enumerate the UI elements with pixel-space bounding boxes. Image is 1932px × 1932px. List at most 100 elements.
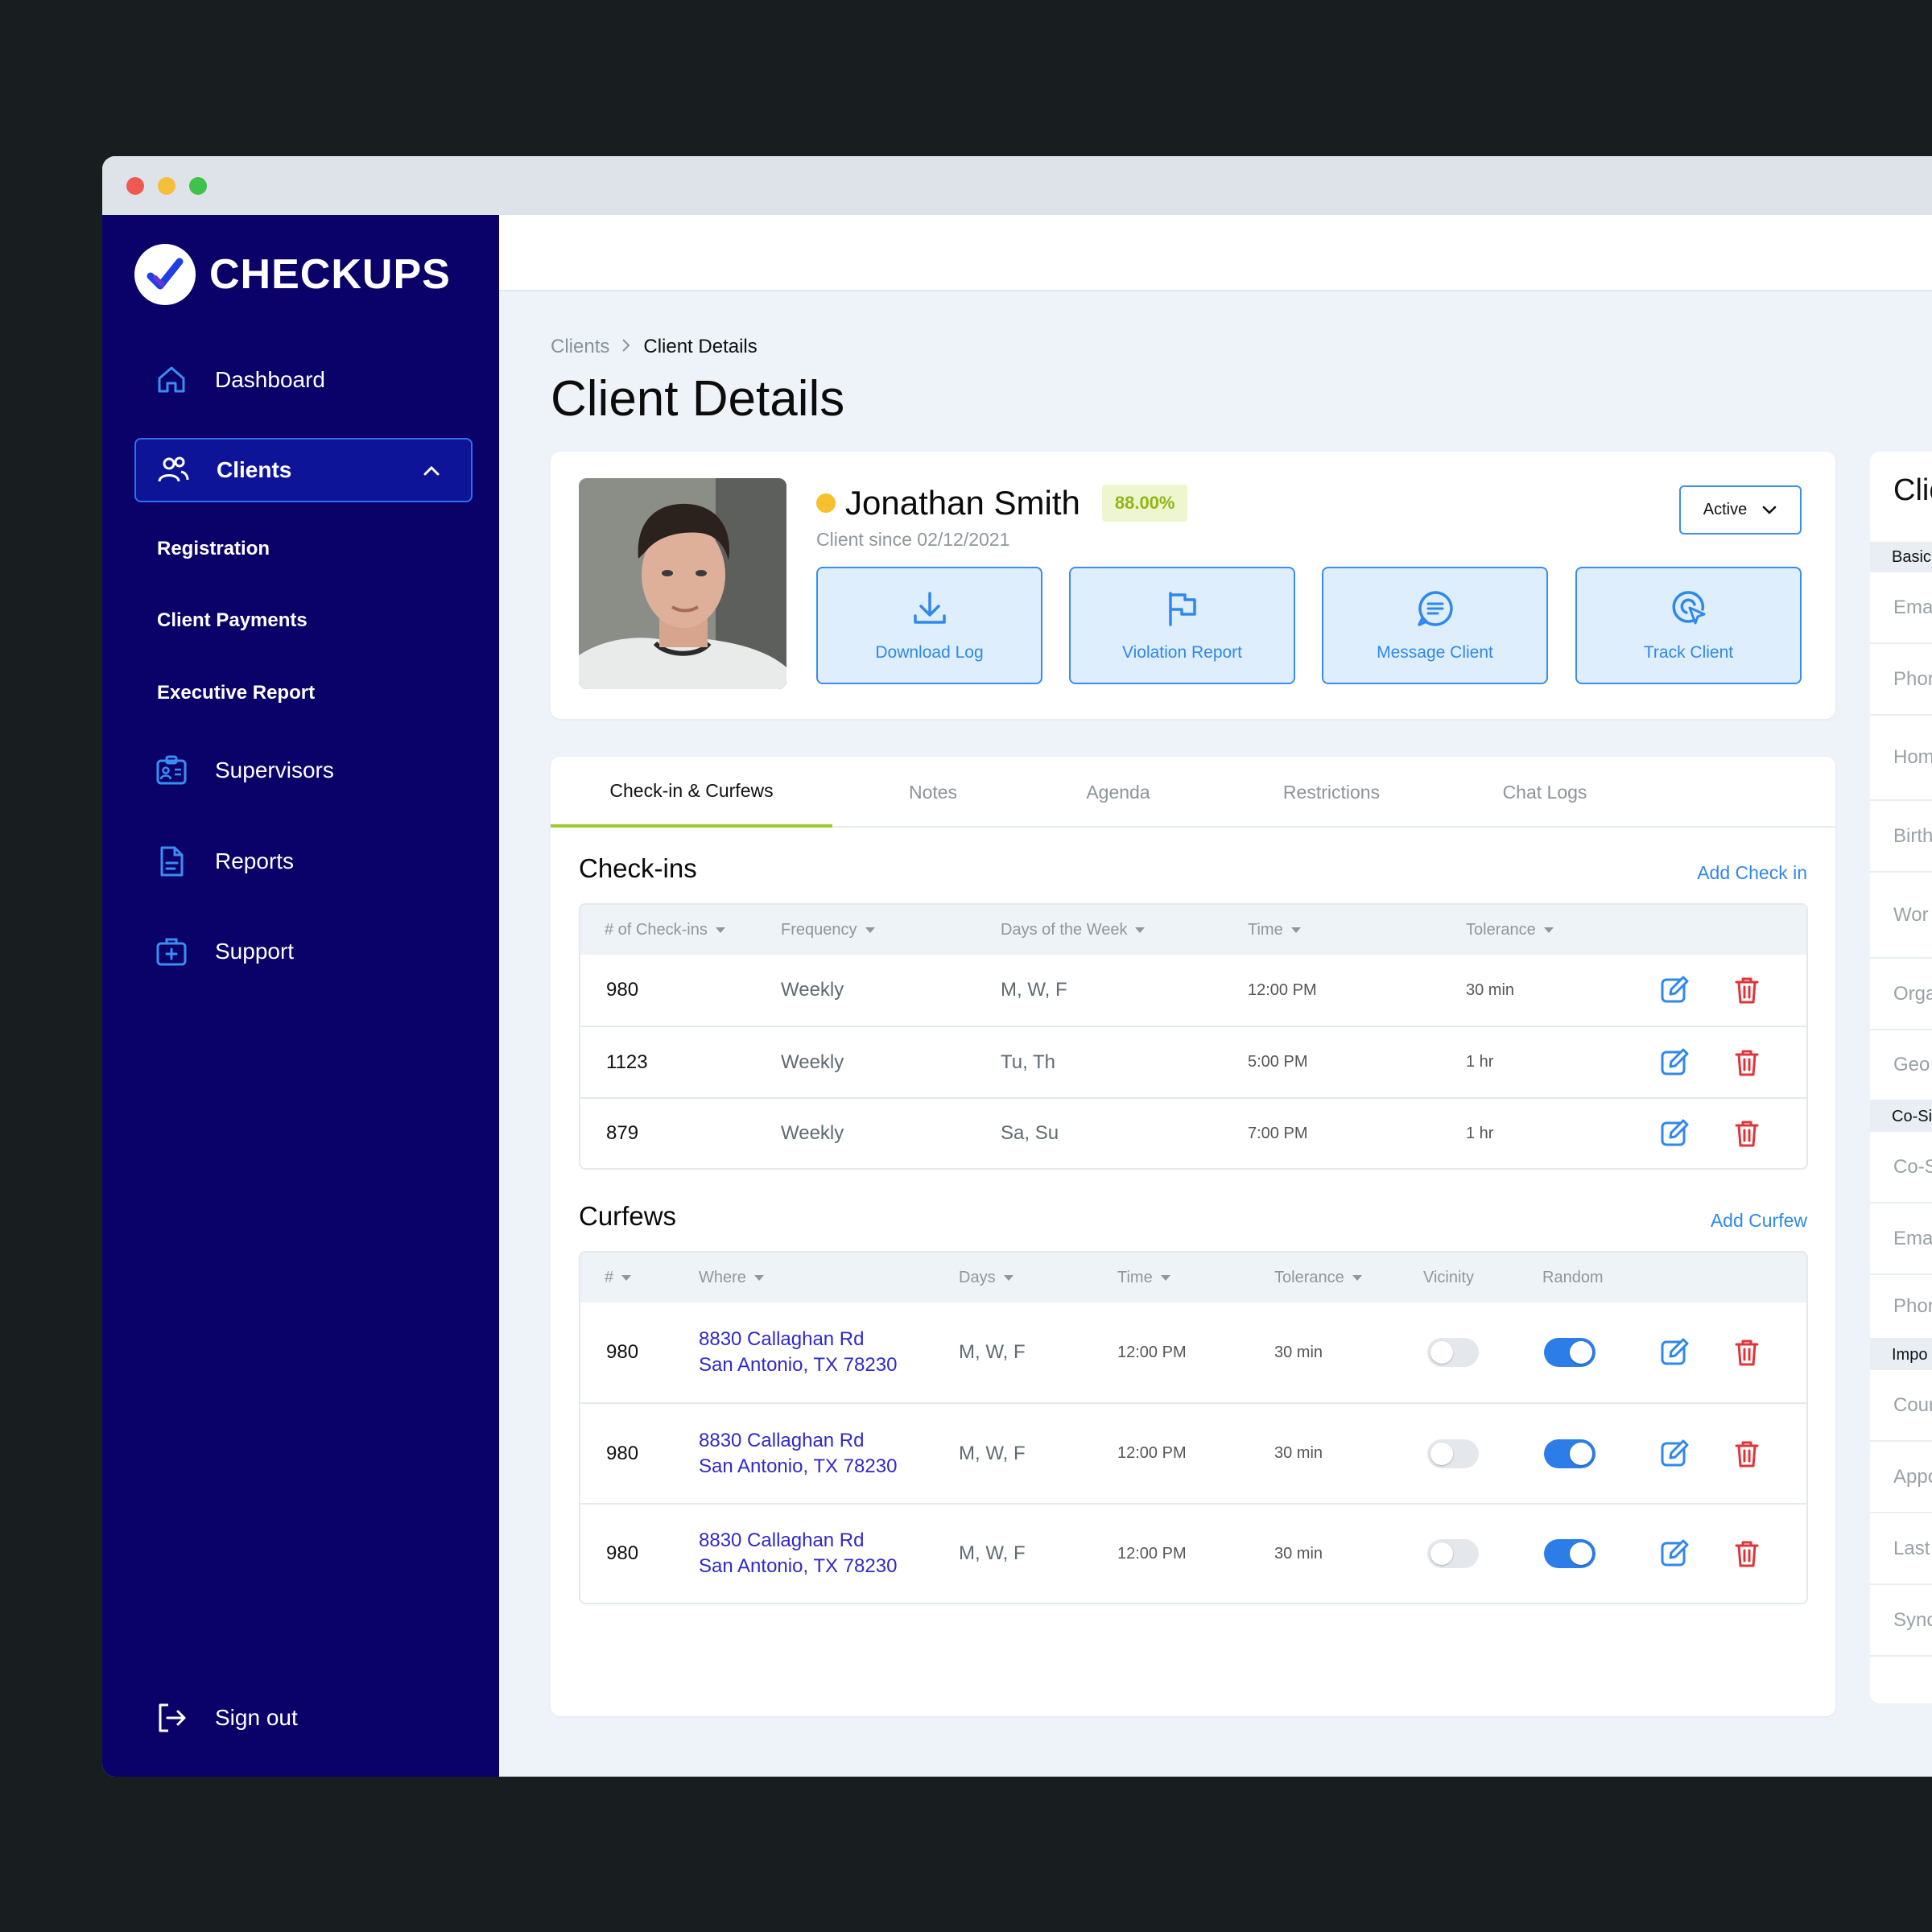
sidebar-subitem-executive-report[interactable]: Executive Report	[157, 682, 316, 704]
sidebar-subitem-registration[interactable]: Registration	[157, 538, 270, 559]
side-section-header: Impo	[1870, 1340, 1932, 1370]
checkmark-logo-icon	[134, 244, 196, 305]
sidebar-item-supervisors[interactable]: Supervisors	[134, 738, 473, 803]
edit-icon[interactable]	[1659, 1118, 1690, 1149]
trash-icon[interactable]	[1732, 1047, 1762, 1078]
address-line-2: San Antonio, TX 78230	[699, 1354, 898, 1376]
tab-check-in-curfews[interactable]: Check-in & Curfews	[551, 757, 832, 828]
column-header[interactable]: #	[605, 1253, 632, 1302]
chevron-up-icon[interactable]	[421, 460, 442, 487]
sign-out-icon	[154, 1700, 189, 1736]
checkin-days: Sa, Su	[1001, 1122, 1059, 1144]
trash-icon[interactable]	[1732, 1118, 1762, 1149]
maximize-window-button[interactable]	[189, 177, 207, 195]
trash-icon[interactable]	[1732, 1538, 1762, 1569]
sign-out-button[interactable]: Sign out	[134, 1686, 473, 1750]
edit-icon[interactable]	[1659, 975, 1690, 1005]
sidebar-item-clients[interactable]: Clients	[134, 438, 473, 502]
download-log-label: Download Log	[875, 643, 984, 662]
curfew-number: 980	[606, 1442, 639, 1464]
checkins-section-title: Check-ins	[579, 853, 697, 883]
column-header[interactable]: Tolerance	[1274, 1253, 1362, 1302]
side-field: Wor	[1870, 873, 1932, 959]
column-header[interactable]: Days of the Week	[1001, 905, 1146, 955]
curfew-address-link[interactable]: 8830 Callaghan Rd San Antonio, TX 78230	[699, 1404, 897, 1503]
curfew-number: 980	[606, 1341, 639, 1363]
chevron-down-icon	[1762, 506, 1777, 514]
side-field: Phor	[1870, 644, 1932, 716]
brand-logo[interactable]: CHECKUPS	[134, 244, 451, 305]
violation-report-button[interactable]: Violation Report	[1069, 567, 1295, 684]
track-client-label: Track Client	[1643, 643, 1734, 662]
checkin-tolerance: 1 hr	[1466, 1124, 1494, 1142]
tab-restrictions[interactable]: Restrictions	[1282, 781, 1381, 803]
toggle-knob	[1570, 1341, 1592, 1364]
curfews-table: # Where Days Time Tolerance Vicinity Ran…	[579, 1251, 1808, 1604]
add-check-in-link[interactable]: Add Check in	[1697, 862, 1807, 883]
trash-icon[interactable]	[1732, 1439, 1762, 1469]
column-label: Vicinity	[1423, 1268, 1474, 1286]
checkin-count: 980	[606, 979, 639, 1001]
curfew-tolerance: 30 min	[1274, 1343, 1323, 1361]
checkin-days: M, W, F	[1001, 979, 1067, 1001]
column-header[interactable]: Tolerance	[1466, 905, 1554, 955]
track-client-button[interactable]: Track Client	[1575, 567, 1802, 684]
side-field: Last	[1870, 1513, 1932, 1585]
table-row: 879 Weekly Sa, Su 7:00 PM 1 hr	[580, 1097, 1806, 1168]
side-panel-title: Clie	[1893, 473, 1932, 507]
checkin-time: 12:00 PM	[1248, 980, 1317, 999]
client-since: Client since 02/12/2021	[816, 529, 1010, 550]
add-curfew-link[interactable]: Add Curfew	[1710, 1210, 1807, 1231]
checkins-table: # of Check-ins Frequency Days of the Wee…	[579, 903, 1808, 1170]
vicinity-toggle[interactable]	[1427, 1338, 1479, 1367]
edit-icon[interactable]	[1659, 1047, 1690, 1078]
trash-icon[interactable]	[1732, 975, 1762, 1005]
edit-icon[interactable]	[1659, 1439, 1690, 1469]
column-header[interactable]: Days	[959, 1253, 1013, 1302]
tab-agenda[interactable]: Agenda	[1086, 781, 1150, 803]
sidebar-item-dashboard[interactable]: Dashboard	[134, 348, 473, 412]
random-toggle[interactable]	[1544, 1439, 1596, 1468]
toggle-knob	[1570, 1542, 1592, 1565]
column-header[interactable]: Time	[1117, 1253, 1170, 1302]
trash-icon[interactable]	[1732, 1337, 1762, 1368]
edit-icon[interactable]	[1659, 1337, 1690, 1368]
curfew-time: 12:00 PM	[1117, 1544, 1187, 1563]
vicinity-toggle[interactable]	[1427, 1439, 1479, 1468]
column-label: Tolerance	[1274, 1268, 1344, 1286]
brand-name: CHECKUPS	[209, 251, 451, 298]
column-header[interactable]: Where	[699, 1253, 764, 1302]
edit-icon[interactable]	[1659, 1538, 1690, 1569]
client-info-side-panel: Clie Basic Ema Phor Hom Birth Wor Orga G…	[1870, 452, 1932, 1703]
client-details-tabs-card: Check-in & Curfews Notes Agenda Restrict…	[551, 757, 1835, 1716]
random-toggle[interactable]	[1544, 1539, 1596, 1568]
vicinity-toggle[interactable]	[1427, 1539, 1479, 1568]
side-field: Phor	[1870, 1275, 1932, 1340]
column-header[interactable]: Time	[1248, 905, 1301, 955]
status-dropdown[interactable]: Active	[1679, 485, 1802, 535]
download-log-button[interactable]: Download Log	[816, 567, 1042, 684]
tab-notes[interactable]: Notes	[908, 781, 958, 803]
random-toggle[interactable]	[1544, 1338, 1596, 1367]
curfew-time: 12:00 PM	[1117, 1444, 1187, 1462]
curfew-address-link[interactable]: 8830 Callaghan Rd San Antonio, TX 78230	[699, 1505, 897, 1603]
close-window-button[interactable]	[126, 177, 144, 195]
curfew-address-link[interactable]: 8830 Callaghan Rd San Antonio, TX 78230	[699, 1302, 897, 1402]
column-label: Where	[699, 1268, 746, 1286]
sidebar-item-support[interactable]: Support	[134, 919, 473, 984]
breadcrumb-parent-link[interactable]: Clients	[551, 336, 610, 357]
minimize-window-button[interactable]	[158, 177, 175, 195]
sidebar-item-reports[interactable]: Reports	[134, 829, 473, 894]
tab-chat-logs[interactable]: Chat Logs	[1502, 781, 1587, 803]
column-header[interactable]: Frequency	[781, 905, 875, 955]
table-header: # of Check-ins Frequency Days of the Wee…	[580, 905, 1806, 955]
column-header[interactable]: # of Check-ins	[605, 905, 725, 955]
medkit-icon	[154, 934, 189, 969]
sidebar-subitem-client-payments[interactable]: Client Payments	[157, 609, 308, 631]
side-field: Ema	[1870, 1203, 1932, 1275]
sidebar: CHECKUPS Dashboard Clients Registration …	[102, 215, 499, 1777]
message-client-button[interactable]: Message Client	[1322, 567, 1548, 684]
curfew-days: M, W, F	[959, 1341, 1026, 1363]
table-row: 980 8830 Callaghan Rd San Antonio, TX 78…	[580, 1503, 1806, 1603]
toggle-knob	[1430, 1442, 1453, 1465]
